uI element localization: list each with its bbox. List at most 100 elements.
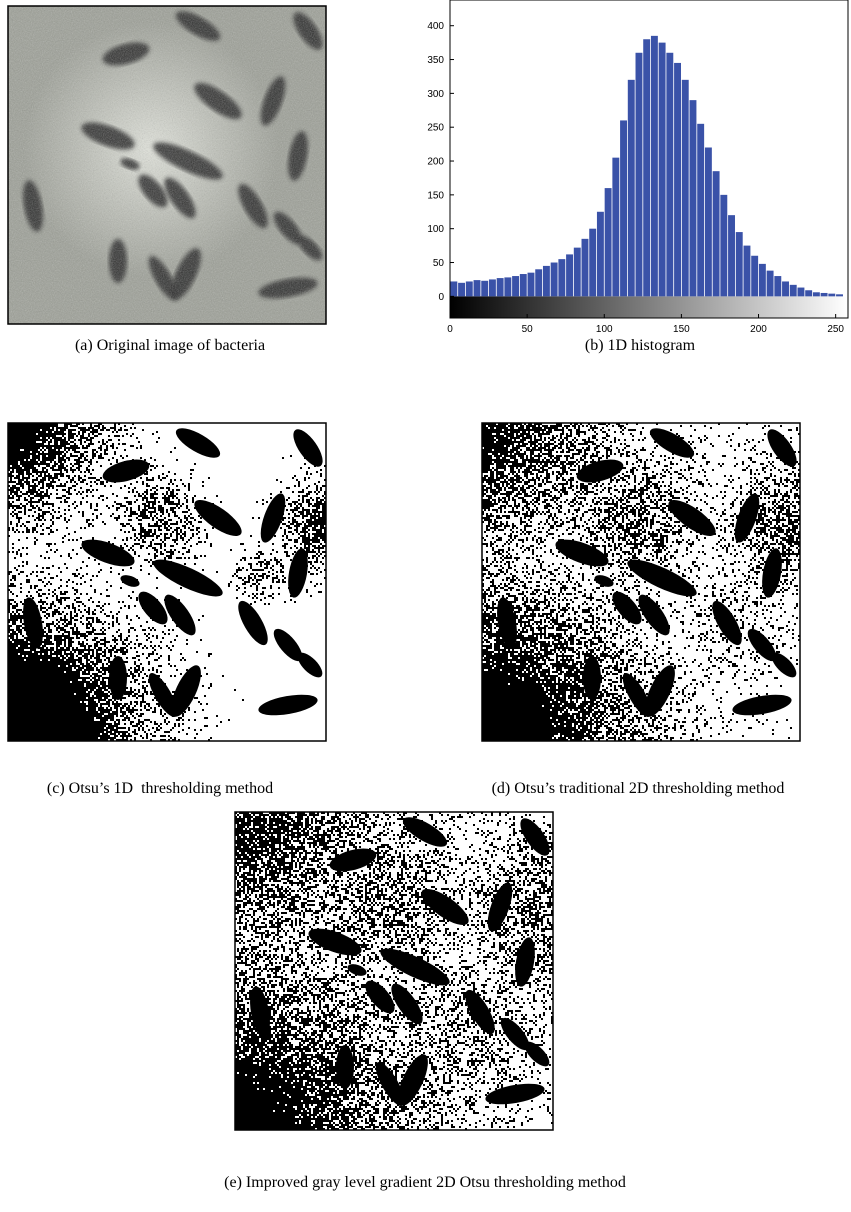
y-tick-label: 100 bbox=[427, 224, 444, 235]
bacterium bbox=[336, 1045, 354, 1089]
bacterium bbox=[171, 665, 201, 717]
bar bbox=[512, 276, 520, 297]
bacterium bbox=[668, 499, 716, 537]
image-noise bbox=[8, 6, 326, 324]
bacterium bbox=[380, 948, 450, 986]
caption: (a) Original image of bacteria bbox=[75, 337, 265, 354]
bacterium bbox=[175, 428, 221, 458]
bacterium bbox=[238, 600, 268, 646]
bar bbox=[758, 263, 766, 297]
bacterium bbox=[297, 652, 323, 678]
bar bbox=[774, 276, 782, 297]
bacterium bbox=[258, 694, 318, 716]
otsu-2d-image bbox=[481, 422, 801, 742]
image-content bbox=[8, 423, 326, 741]
bar bbox=[712, 171, 720, 297]
bacterium bbox=[23, 597, 43, 649]
bar bbox=[458, 282, 466, 297]
bacterium bbox=[273, 628, 303, 662]
bar bbox=[604, 188, 612, 297]
x-tick-label: 150 bbox=[673, 324, 690, 335]
noise-pixels bbox=[235, 812, 553, 1130]
bar bbox=[620, 120, 628, 297]
bacterium bbox=[594, 575, 614, 587]
bar bbox=[697, 123, 705, 297]
image-frame bbox=[7, 5, 327, 325]
bacterium bbox=[747, 628, 777, 662]
bacterium bbox=[153, 559, 223, 597]
bar bbox=[735, 232, 743, 297]
bacterium bbox=[627, 559, 697, 597]
bacterium bbox=[555, 539, 609, 567]
bar bbox=[473, 280, 481, 297]
y-tick-label: 50 bbox=[433, 258, 445, 269]
y-tick-label: 0 bbox=[438, 292, 444, 303]
y-tick-label: 200 bbox=[427, 157, 444, 168]
bacterium bbox=[260, 493, 286, 543]
bar bbox=[527, 272, 535, 297]
bacterium bbox=[421, 888, 469, 926]
bacterium bbox=[638, 594, 670, 636]
caption: (d) Otsu’s traditional 2D thresholding m… bbox=[492, 780, 785, 797]
bacterium bbox=[645, 665, 675, 717]
bar bbox=[743, 245, 751, 297]
y-tick-label: 150 bbox=[427, 190, 444, 201]
caption: (e) Improved gray level gradient 2D Otsu… bbox=[224, 1174, 626, 1191]
bar bbox=[535, 269, 543, 297]
bacterium bbox=[583, 656, 601, 700]
y-tick-label: 300 bbox=[427, 89, 444, 100]
caption: (b) 1D histogram bbox=[585, 337, 696, 354]
bacterium bbox=[81, 539, 135, 567]
bar bbox=[558, 259, 566, 297]
bacterium bbox=[515, 937, 535, 987]
bacterium bbox=[497, 597, 517, 649]
bar bbox=[650, 35, 658, 297]
caption: (c) Otsu’s 1D thresholding method bbox=[47, 780, 273, 797]
bar bbox=[720, 194, 728, 297]
bar bbox=[627, 79, 635, 297]
histogram: 0 50 100 150 200 250 300 350 400 0 50 100 150 200 250 bbox=[427, 0, 849, 335]
bar bbox=[589, 228, 597, 297]
bacterium bbox=[102, 459, 150, 483]
bacterium bbox=[465, 989, 495, 1035]
bacterium bbox=[649, 428, 695, 458]
bar bbox=[728, 215, 735, 297]
bacterium bbox=[612, 591, 642, 625]
bacterium bbox=[308, 928, 362, 956]
bacterium bbox=[734, 493, 760, 543]
bar bbox=[504, 277, 512, 297]
bacterium bbox=[732, 694, 792, 716]
bar bbox=[596, 211, 604, 297]
bacterium bbox=[329, 848, 377, 872]
bar bbox=[643, 39, 651, 297]
bacterium bbox=[487, 882, 513, 932]
bar bbox=[465, 281, 473, 297]
bar bbox=[828, 293, 836, 297]
improved-otsu-image bbox=[234, 811, 554, 1131]
y-tick-label: 400 bbox=[427, 21, 444, 32]
bacterium bbox=[120, 575, 140, 587]
bar bbox=[566, 254, 574, 297]
bacterium bbox=[402, 817, 448, 847]
bacterium bbox=[375, 1061, 405, 1107]
bacterium bbox=[148, 672, 178, 718]
bacterium bbox=[485, 1083, 545, 1105]
bacterium bbox=[767, 429, 797, 467]
bar bbox=[488, 279, 496, 297]
bar bbox=[805, 290, 813, 297]
image-frame bbox=[7, 422, 327, 742]
bacterium bbox=[347, 964, 367, 976]
bacterium bbox=[109, 656, 127, 700]
bar bbox=[658, 42, 666, 297]
bacterium bbox=[524, 1041, 550, 1067]
bar bbox=[820, 292, 828, 297]
bacterium bbox=[398, 1054, 428, 1106]
bacterium bbox=[712, 600, 742, 646]
bar bbox=[782, 281, 789, 297]
image-content bbox=[8, 6, 326, 324]
bar bbox=[612, 157, 620, 297]
bar bbox=[550, 262, 558, 297]
bacterium bbox=[288, 548, 308, 598]
